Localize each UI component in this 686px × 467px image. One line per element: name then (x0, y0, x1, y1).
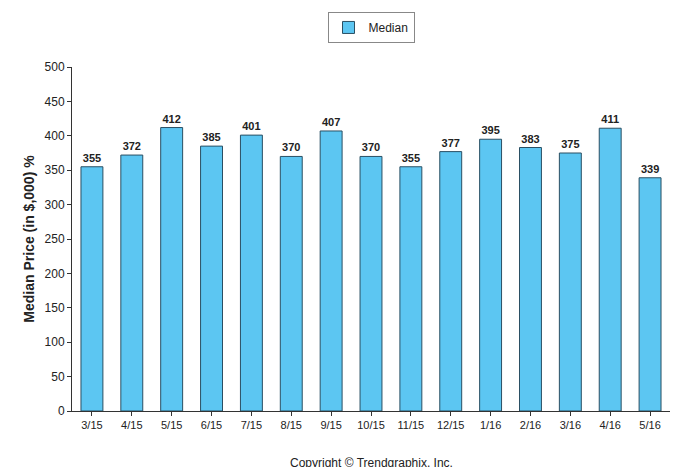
svg-text:383: 383 (521, 133, 539, 145)
svg-text:6/15: 6/15 (201, 419, 222, 431)
svg-text:400: 400 (45, 129, 65, 143)
svg-text:370: 370 (282, 141, 300, 153)
svg-text:1/16: 1/16 (480, 419, 501, 431)
svg-text:4/16: 4/16 (599, 419, 620, 431)
svg-text:4/15: 4/15 (121, 419, 142, 431)
svg-text:7/15: 7/15 (241, 419, 262, 431)
svg-text:3/15: 3/15 (81, 419, 102, 431)
svg-text:200: 200 (45, 267, 65, 281)
svg-text:Copyright © Trendgraphix, Inc.: Copyright © Trendgraphix, Inc. (290, 456, 453, 467)
svg-text:395: 395 (481, 124, 499, 136)
svg-text:9/15: 9/15 (320, 419, 341, 431)
svg-text:401: 401 (242, 120, 260, 132)
svg-text:5/15: 5/15 (161, 419, 182, 431)
svg-text:Median: Median (369, 21, 408, 35)
svg-text:339: 339 (641, 163, 659, 175)
svg-text:450: 450 (45, 95, 65, 109)
svg-text:8/15: 8/15 (281, 419, 302, 431)
svg-text:500: 500 (45, 60, 65, 74)
svg-text:372: 372 (123, 140, 141, 152)
svg-text:375: 375 (561, 138, 579, 150)
svg-text:5/16: 5/16 (639, 419, 660, 431)
svg-text:12/15: 12/15 (437, 419, 465, 431)
svg-text:250: 250 (45, 232, 65, 246)
svg-text:412: 412 (162, 113, 180, 125)
svg-text:50: 50 (51, 370, 65, 384)
svg-text:355: 355 (402, 152, 420, 164)
svg-text:370: 370 (362, 141, 380, 153)
svg-text:2/16: 2/16 (520, 419, 541, 431)
svg-text:385: 385 (202, 131, 220, 143)
svg-text:300: 300 (45, 198, 65, 212)
svg-text:Median Price (in $,000) %: Median Price (in $,000) % (21, 155, 37, 323)
svg-text:100: 100 (45, 335, 65, 349)
svg-text:407: 407 (322, 116, 340, 128)
svg-text:350: 350 (45, 163, 65, 177)
svg-text:150: 150 (45, 301, 65, 315)
svg-text:0: 0 (58, 404, 65, 418)
svg-text:355: 355 (83, 152, 101, 164)
svg-text:11/15: 11/15 (398, 419, 425, 431)
svg-text:3/16: 3/16 (560, 419, 581, 431)
svg-text:377: 377 (442, 137, 460, 149)
svg-text:10/15: 10/15 (357, 419, 385, 431)
svg-text:411: 411 (601, 113, 619, 125)
